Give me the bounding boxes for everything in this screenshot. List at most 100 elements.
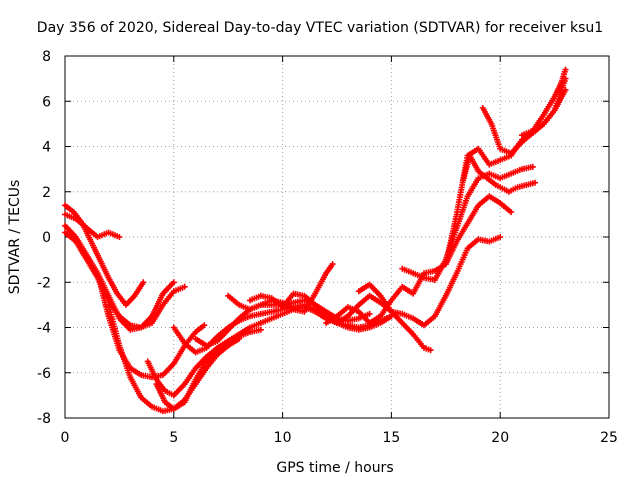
data-point [498,147,502,151]
data-point [248,299,252,302]
data-point [172,394,176,397]
series-arc-18 [479,75,569,157]
data-point [142,280,145,284]
data-point [216,339,219,343]
data-point [161,409,165,413]
data-point [498,176,502,180]
data-point [205,344,208,347]
data-point [146,360,149,363]
data-point [533,181,537,184]
data-point [226,344,230,347]
data-point [270,310,274,313]
data-point [248,330,252,334]
data-point [346,314,350,318]
data-point [368,312,371,316]
plus-markers [247,290,434,354]
data-point [63,213,67,216]
data-point [259,321,263,325]
data-point [63,224,67,227]
data-point [542,122,546,126]
data-point [411,271,415,275]
data-point [368,283,371,286]
data-point [63,231,67,234]
data-point [72,210,76,214]
data-point [433,269,437,273]
data-point [107,299,110,302]
y-tick-label: 2 [42,185,51,201]
data-point [303,310,306,313]
series-arc-13 [323,193,515,326]
data-point [466,194,469,198]
data-point [509,151,513,155]
data-point [429,348,432,352]
data-point [481,106,485,110]
data-point [477,237,480,241]
data-point [107,231,110,234]
data-point [183,382,186,386]
y-tick-label: 0 [42,230,51,246]
data-point [559,81,563,85]
data-point [485,176,489,180]
data-point [172,280,176,284]
data-point [564,88,567,92]
series-arc-12 [247,290,434,354]
data-point [96,235,99,239]
data-point [400,285,404,289]
data-point [259,294,263,298]
y-tick-label: 4 [42,140,51,156]
data-point [115,292,119,295]
data-point [216,348,219,352]
data-point [237,303,241,307]
series-arc-14 [355,234,504,329]
y-tick-label: -4 [37,321,51,337]
data-point [124,303,128,307]
data-point [74,235,78,239]
data-point [128,375,132,379]
data-point [107,303,110,307]
data-point [226,339,230,343]
data-point [379,301,382,304]
data-point [357,317,361,320]
y-tick-label: 8 [42,49,51,65]
data-point [270,296,274,300]
data-point [357,328,361,332]
data-point [303,294,306,298]
data-point [455,240,458,243]
data-point [564,68,567,71]
data-point [553,109,556,112]
data-point [422,323,426,327]
data-point [161,292,165,295]
data-point [488,163,491,166]
data-point [183,285,186,289]
data-point [477,170,480,173]
data-point [477,204,480,207]
data-point [202,323,206,327]
data-point [270,317,274,320]
data-point [542,113,546,117]
data-point [98,280,102,284]
data-point [118,344,121,347]
data-point [194,378,197,381]
data-point [248,326,252,329]
data-point [281,312,284,316]
data-point [161,303,165,307]
data-point [531,129,535,132]
data-point [98,258,102,261]
data-point [303,299,306,302]
series-arc-19 [519,66,569,139]
data-point [422,276,426,280]
data-point [194,337,197,341]
data-point [150,314,154,318]
data-point [139,373,143,377]
series-arc-17 [460,152,538,195]
data-point [507,190,511,194]
data-point [331,262,334,266]
data-point [324,314,328,318]
series-arc-2 [62,202,147,308]
data-point [139,396,143,399]
data-point [368,321,371,325]
data-point [172,407,176,411]
data-point [237,317,241,320]
data-point [226,328,230,332]
